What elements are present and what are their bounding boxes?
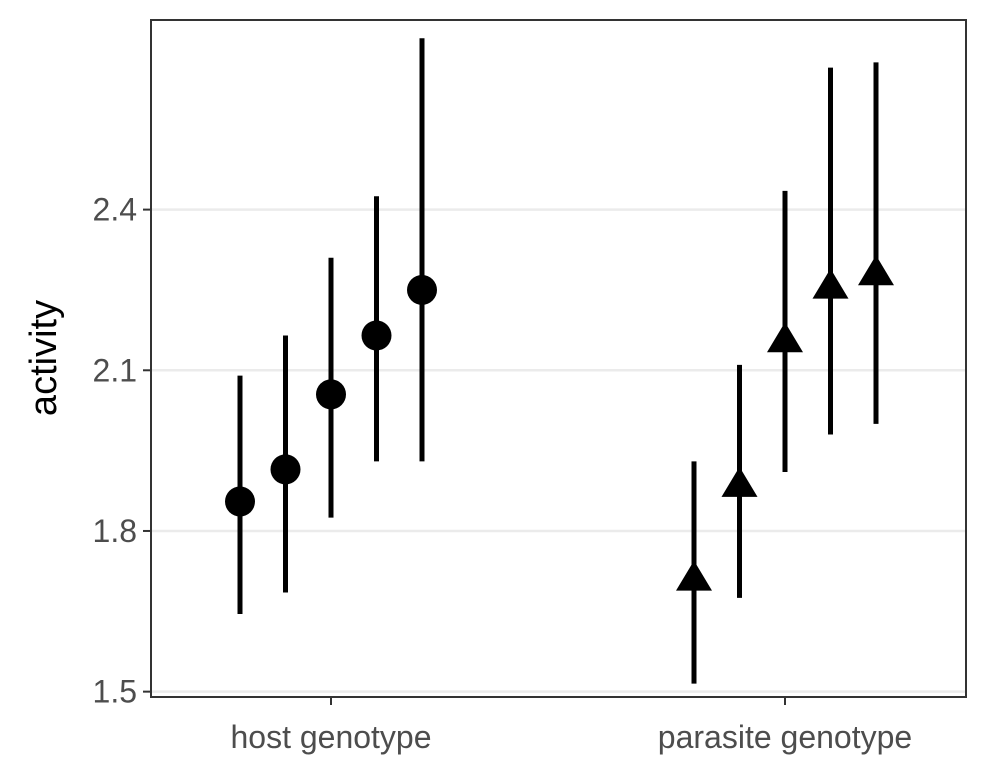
panel-border (150, 19, 967, 698)
data-point-circle (225, 486, 255, 517)
data-point-triangle (858, 255, 894, 286)
point-group-0-3 (361, 196, 392, 462)
point-group-0-0 (225, 375, 255, 614)
y-tick-label-2: 2.1 (93, 352, 137, 388)
point-group-1-3 (812, 67, 849, 435)
y-axis: 1.5 1.8 2.1 2.4 (93, 192, 151, 710)
x-tick-label-0: host genotype (230, 719, 431, 755)
data-point-circle (316, 379, 346, 410)
data-point-triangle (812, 268, 849, 299)
data-marks (225, 38, 894, 684)
point-group-1-1 (721, 364, 758, 598)
data-point-circle (270, 454, 301, 485)
data-point-triangle (721, 466, 758, 497)
data-point-triangle (767, 322, 803, 353)
point-group-1-0 (676, 461, 712, 684)
y-tick-label-3: 2.4 (93, 192, 137, 228)
y-axis-title: activity (23, 300, 65, 416)
grid-lines (151, 208, 966, 693)
y-tick-label-0: 1.5 (93, 674, 137, 710)
x-tick-label-1: parasite genotype (658, 719, 912, 755)
y-tick-label-1: 1.8 (93, 513, 137, 549)
point-group-0-2 (316, 257, 346, 518)
data-point-circle (407, 274, 437, 305)
point-group-1-4 (858, 62, 894, 424)
x-axis: host genotype parasite genotype (230, 697, 912, 755)
point-group-1-2 (767, 190, 803, 473)
point-group-0-4 (407, 38, 437, 462)
point-group-0-1 (270, 335, 301, 593)
data-point-triangle (676, 560, 712, 591)
data-point-circle (361, 320, 392, 351)
